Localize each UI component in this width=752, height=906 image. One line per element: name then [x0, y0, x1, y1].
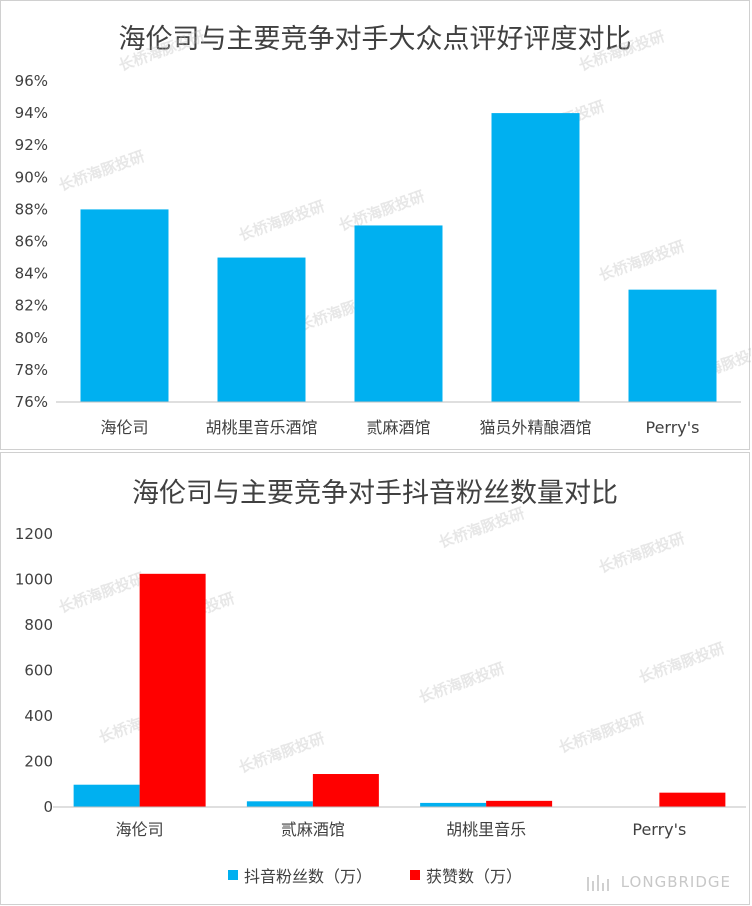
y-tick-label: 1000	[15, 571, 53, 589]
legend-label-likes: 获赞数（万）	[426, 867, 523, 886]
bar-rating-3	[491, 113, 580, 402]
y-tick-label: 96%	[15, 72, 48, 90]
bar-rating-1	[217, 257, 306, 402]
bar-fans-0	[73, 784, 140, 807]
y-tick-label: 400	[24, 707, 53, 725]
x-tick-label: 胡桃里音乐	[446, 820, 526, 839]
y-tick-label: 88%	[15, 200, 48, 218]
bar-rating-4	[628, 289, 717, 402]
x-tick-label: 海伦司	[116, 820, 164, 839]
watermark-text: 长桥海豚投研	[56, 569, 147, 617]
y-tick-label: 92%	[15, 136, 48, 154]
y-tick-label: 200	[24, 753, 53, 771]
y-tick-label: 800	[24, 616, 53, 634]
watermark-text: 长桥海豚投研	[596, 237, 687, 285]
legend-label-fans: 抖音粉丝数（万）	[243, 867, 372, 886]
legend-item-likes: 获赞数（万）	[410, 863, 522, 887]
chart-title: 海伦司与主要竞争对手大众点评好评度对比	[118, 24, 632, 55]
watermark-text: 长桥海豚投研	[636, 639, 727, 687]
watermark-text: 长桥海豚投研	[236, 729, 327, 777]
bar-likes-0	[139, 573, 206, 807]
brand-mark-icon	[585, 873, 615, 891]
y-tick-label: 94%	[15, 104, 48, 122]
brand-text: LONGBRIDGE	[620, 873, 731, 891]
y-tick-label: 600	[24, 662, 53, 680]
bar-fans-2	[420, 802, 487, 807]
x-tick-label: Perry's	[632, 820, 686, 839]
y-tick-label: 76%	[15, 393, 48, 411]
chart-panel-rating: 海伦司与主要竞争对手大众点评好评度对比 长桥海豚投研 长桥海豚投研 长桥海豚投研 长桥…	[0, 0, 751, 450]
y-tick-label: 80%	[15, 329, 48, 347]
x-tick-label: 海伦司	[100, 418, 148, 437]
y-tick-label: 0	[43, 798, 53, 816]
y-tick-label: 1200	[15, 525, 53, 543]
y-tick-label: 86%	[15, 233, 48, 251]
watermark-text: 长桥海豚投研	[116, 27, 207, 75]
legend-item-fans: 抖音粉丝数（万）	[227, 863, 372, 887]
watermark-text: 长桥海豚投研	[236, 197, 327, 245]
bar-rating-0	[80, 209, 169, 402]
watermark-text: 长桥海豚投研	[56, 147, 147, 195]
bar-likes-3	[659, 792, 726, 807]
watermark-text: 长桥海豚投研	[436, 504, 527, 552]
bar-rating-2	[354, 225, 443, 402]
x-tick-label: 猫员外精酿酒馆	[479, 418, 591, 437]
bar-likes-2	[486, 800, 553, 807]
y-tick-label: 78%	[15, 361, 48, 379]
x-tick-label: Perry's	[646, 418, 700, 437]
x-tick-label: 贰麻酒馆	[366, 418, 430, 437]
bar-fans-1	[246, 801, 313, 807]
douyin-chart-svg: 长桥海豚投研长桥海豚投研长桥海豚投研长桥海豚投研长桥海豚投研长桥海豚投研长桥海豚…	[15, 504, 746, 839]
chart-panel-douyin: 海伦司与主要竞争对手抖音粉丝数量对比 长桥海豚投研 长桥海豚投研 长桥海豚投研 长桥海…	[0, 452, 750, 905]
watermark-text: 长桥海豚投研	[596, 529, 687, 577]
legend: 抖音粉丝数（万） 获赞数（万）	[1, 863, 749, 887]
watermark-text: 长桥海豚投研	[556, 709, 647, 757]
y-tick-label: 82%	[15, 297, 48, 315]
y-tick-label: 84%	[15, 265, 48, 283]
y-tick-label: 90%	[15, 168, 48, 186]
bar-likes-1	[312, 774, 379, 807]
legend-swatch-likes	[410, 870, 420, 880]
brand-logo: LONGBRIDGE	[585, 873, 731, 891]
legend-swatch-fans	[227, 870, 238, 880]
watermark-text: 长桥海豚投研	[576, 27, 667, 75]
x-tick-label: 贰麻酒馆	[281, 820, 345, 839]
chart-title: 海伦司与主要竞争对手抖音粉丝数量对比	[132, 478, 618, 509]
x-tick-label: 胡桃里音乐酒馆	[205, 418, 317, 437]
watermark-text: 长桥海豚投研	[416, 659, 507, 707]
